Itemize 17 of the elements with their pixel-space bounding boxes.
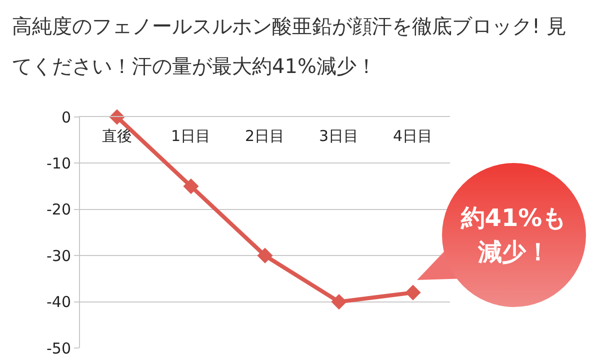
x-tick-label: 4日目 (393, 127, 433, 145)
y-tick-label: 0 (61, 108, 71, 126)
point (257, 248, 273, 264)
y-tick-label: -40 (46, 293, 71, 312)
point (183, 178, 199, 194)
chart-title: 高純度のフェノールスルホン酸亜鉛が顔汗を徹底ブロック! 見てください！汗の量が最大約41%減少！ (12, 13, 568, 80)
x-tick-label: 1日目 (171, 127, 211, 145)
point (331, 294, 347, 310)
x-tick-label: 3日目 (319, 127, 359, 145)
point (405, 284, 421, 300)
x-tick-label: 2日目 (245, 127, 285, 145)
y-tick-label: -10 (46, 154, 71, 172)
y-tick-label: -20 (46, 200, 71, 219)
y-tick-label: -50 (46, 339, 71, 358)
y-tick-label: -30 (46, 246, 71, 265)
text: 約41%も減少！ (460, 203, 568, 268)
x-tick-label: 直後 (102, 127, 132, 145)
